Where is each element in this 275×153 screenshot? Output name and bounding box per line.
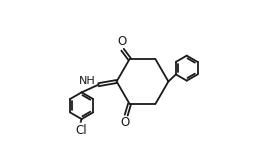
Text: Cl: Cl: [75, 124, 87, 137]
Text: O: O: [117, 35, 126, 48]
Text: NH: NH: [79, 76, 96, 86]
Text: O: O: [120, 116, 129, 129]
